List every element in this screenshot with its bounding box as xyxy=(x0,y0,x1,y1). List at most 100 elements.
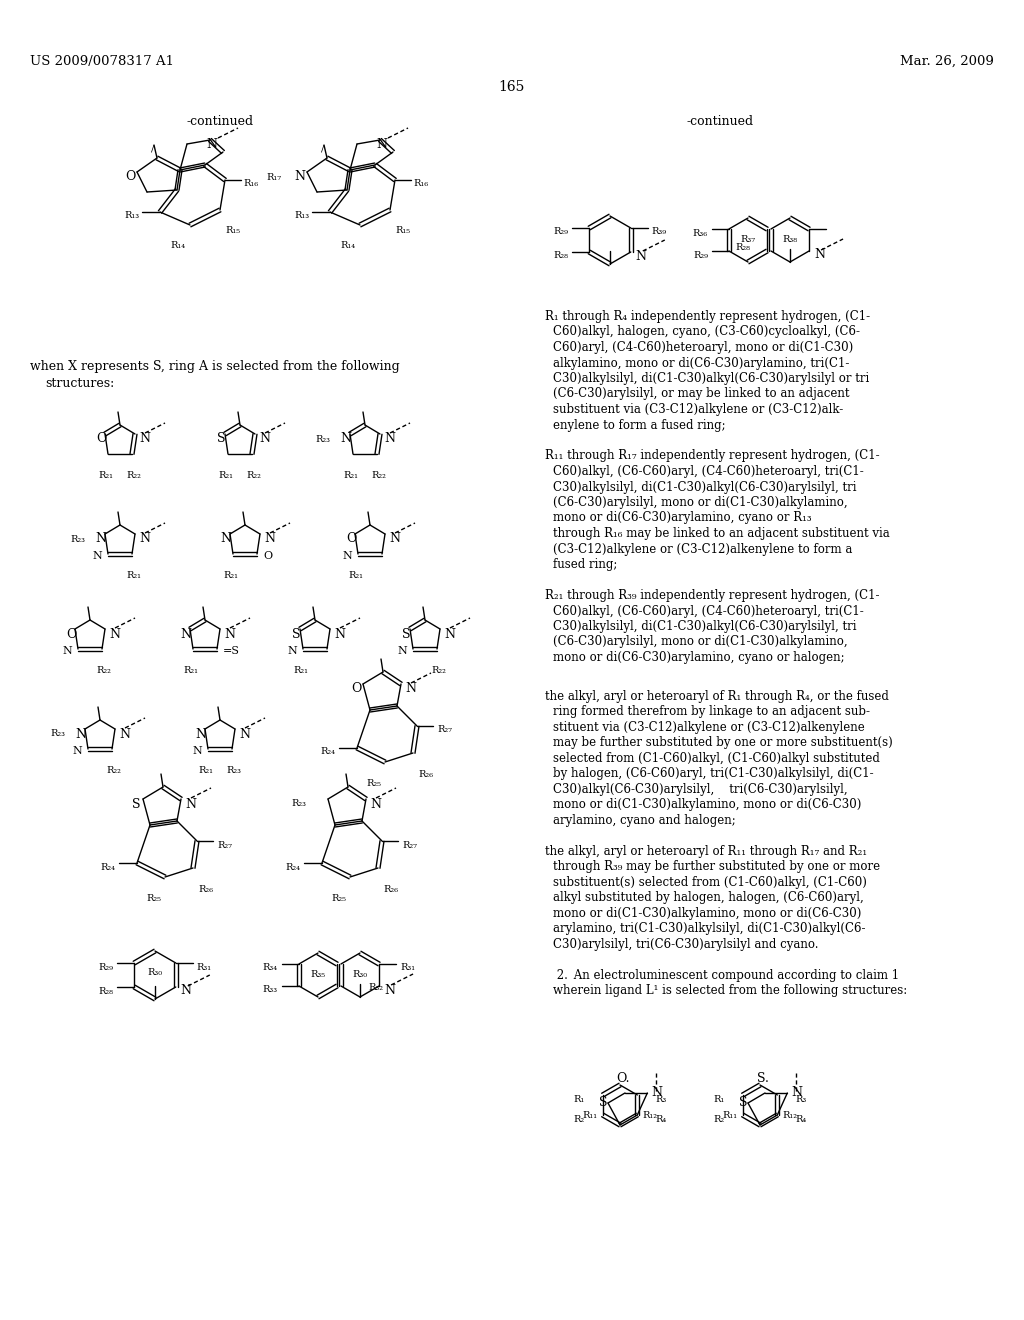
Text: N: N xyxy=(220,532,231,545)
Text: (C6-C30)arylsilyl, mono or di(C1-C30)alkylamino,: (C6-C30)arylsilyl, mono or di(C1-C30)alk… xyxy=(553,496,848,510)
Text: C30)alkylsilyl, di(C1-C30)alkyl(C6-C30)arylsilyl, tri: C30)alkylsilyl, di(C1-C30)alkyl(C6-C30)a… xyxy=(553,620,856,634)
Text: =S: =S xyxy=(223,645,240,656)
Text: R₃₁: R₃₁ xyxy=(197,962,212,972)
Text: C60)alkyl, (C6-C60)aryl, (C4-C60)heteroaryl, tri(C1-: C60)alkyl, (C6-C60)aryl, (C4-C60)heteroa… xyxy=(553,465,864,478)
Text: R₂₂: R₂₂ xyxy=(247,471,261,480)
Text: R₄: R₄ xyxy=(796,1114,807,1123)
Text: N: N xyxy=(259,433,270,446)
Text: by halogen, (C6-C60)aryl, tri(C1-C30)alkylsilyl, di(C1-: by halogen, (C6-C60)aryl, tri(C1-C30)alk… xyxy=(553,767,873,780)
Text: N: N xyxy=(370,797,381,810)
Text: fused ring;: fused ring; xyxy=(553,558,617,572)
Text: R₂₄: R₂₄ xyxy=(100,862,115,871)
Text: R₃₇: R₃₇ xyxy=(740,235,756,244)
Text: selected from (C1-C60)alkyl, (C1-C60)alkyl substituted: selected from (C1-C60)alkyl, (C1-C60)alk… xyxy=(553,752,880,764)
Text: N: N xyxy=(406,682,416,696)
Text: N: N xyxy=(384,983,395,997)
Text: Mar. 26, 2009: Mar. 26, 2009 xyxy=(900,55,994,69)
Text: R₂₂: R₂₂ xyxy=(127,471,141,480)
Text: (C3-C12)alkylene or (C3-C12)alkenylene to form a: (C3-C12)alkylene or (C3-C12)alkenylene t… xyxy=(553,543,852,556)
Text: R₁: R₁ xyxy=(573,1094,585,1104)
Text: arylamino, cyano and halogen;: arylamino, cyano and halogen; xyxy=(553,813,736,826)
Text: N: N xyxy=(109,627,120,640)
Text: R₂₄: R₂₄ xyxy=(319,747,335,756)
Text: when X represents S, ring A is selected from the following: when X represents S, ring A is selected … xyxy=(30,360,399,374)
Text: S: S xyxy=(738,1097,748,1110)
Text: N: N xyxy=(185,797,196,810)
Text: R₂₃: R₂₃ xyxy=(226,766,242,775)
Text: the alkyl, aryl or heteroaryl of R₁₁ through R₁₇ and R₂₁: the alkyl, aryl or heteroaryl of R₁₁ thr… xyxy=(545,845,867,858)
Text: N: N xyxy=(389,532,400,545)
Text: R₂₁: R₂₁ xyxy=(218,471,233,480)
Text: R₁₅: R₁₅ xyxy=(395,226,411,235)
Text: N: N xyxy=(397,645,407,656)
Text: N: N xyxy=(288,645,297,656)
Text: R₂₁: R₂₁ xyxy=(294,667,308,675)
Text: substituent via (C3-C12)alkylene or (C3-C12)alk-: substituent via (C3-C12)alkylene or (C3-… xyxy=(553,403,843,416)
Text: N: N xyxy=(384,433,395,446)
Text: R₃₉: R₃₉ xyxy=(652,227,667,236)
Text: R₂₁: R₂₁ xyxy=(348,572,364,579)
Text: R₂₉: R₂₉ xyxy=(693,251,708,260)
Text: R₃₃: R₃₃ xyxy=(263,986,278,994)
Text: stituent via (C3-C12)alkylene or (C3-C12)alkenylene: stituent via (C3-C12)alkylene or (C3-C12… xyxy=(553,721,864,734)
Text: R₂₁: R₂₁ xyxy=(183,667,199,675)
Text: R₂₁: R₂₁ xyxy=(343,471,358,480)
Text: N: N xyxy=(92,550,102,561)
Text: R₁₁: R₁₁ xyxy=(583,1111,598,1119)
Text: S: S xyxy=(132,797,140,810)
Text: ring formed therefrom by linkage to an adjacent sub-: ring formed therefrom by linkage to an a… xyxy=(553,705,870,718)
Text: N: N xyxy=(181,985,191,998)
Text: R₂₃: R₂₃ xyxy=(50,730,65,738)
Text: N: N xyxy=(814,248,825,261)
Text: R₂₃: R₂₃ xyxy=(70,535,85,544)
Text: S: S xyxy=(599,1097,607,1110)
Text: R₂₁ through R₃₉ independently represent hydrogen, (C1-: R₂₁ through R₃₉ independently represent … xyxy=(545,589,880,602)
Text: C60)alkyl, halogen, cyano, (C3-C60)cycloalkyl, (C6-: C60)alkyl, halogen, cyano, (C3-C60)cyclo… xyxy=(553,326,860,338)
Text: R₃: R₃ xyxy=(655,1094,667,1104)
Text: R₂₇: R₂₇ xyxy=(437,726,452,734)
Text: through R₃₉ may be further substituted by one or more: through R₃₉ may be further substituted b… xyxy=(553,861,880,874)
Text: mono or di(C6-C30)arylamino, cyano or R₁₃: mono or di(C6-C30)arylamino, cyano or R₁… xyxy=(553,511,812,524)
Text: R₂₃: R₂₃ xyxy=(291,800,306,808)
Text: R₁₆: R₁₆ xyxy=(243,180,258,189)
Text: R₂₈: R₂₈ xyxy=(98,986,114,995)
Text: R₁₄: R₁₄ xyxy=(341,242,356,249)
Text: R₃₈: R₃₈ xyxy=(782,235,798,244)
Text: R₂₂: R₂₂ xyxy=(106,766,122,775)
Text: N: N xyxy=(119,727,130,741)
Text: O: O xyxy=(346,532,356,545)
Text: N: N xyxy=(334,627,345,640)
Text: R₂₉: R₂₉ xyxy=(98,962,114,972)
Text: N: N xyxy=(264,532,275,545)
Text: mono or di(C1-C30)alkylamino, mono or di(C6-C30): mono or di(C1-C30)alkylamino, mono or di… xyxy=(553,907,861,920)
Text: R₂₆: R₂₆ xyxy=(418,770,433,779)
Text: through R₁₆ may be linked to an adjacent substituent via: through R₁₆ may be linked to an adjacent… xyxy=(553,527,890,540)
Text: N: N xyxy=(73,746,82,756)
Text: N: N xyxy=(62,645,72,656)
Text: R₂₆: R₂₆ xyxy=(198,884,213,894)
Text: N: N xyxy=(180,627,191,640)
Text: R₁: R₁ xyxy=(714,1094,725,1104)
Text: S.: S. xyxy=(757,1072,769,1085)
Text: structures:: structures: xyxy=(45,378,115,389)
Text: /: / xyxy=(322,145,325,154)
Text: R₁₅: R₁₅ xyxy=(225,226,240,235)
Text: R₂₂: R₂₂ xyxy=(96,667,112,675)
Text: R₁₆: R₁₆ xyxy=(413,180,428,189)
Text: (C6-C30)arylsilyl, mono or di(C1-C30)alkylamino,: (C6-C30)arylsilyl, mono or di(C1-C30)alk… xyxy=(553,635,848,648)
Text: S: S xyxy=(292,627,300,640)
Text: R₂₉: R₂₉ xyxy=(553,227,568,236)
Text: R₂₃: R₂₃ xyxy=(315,434,330,444)
Text: R₁₃: R₁₃ xyxy=(125,211,140,220)
Text: (C6-C30)arylsilyl, or may be linked to an adjacent: (C6-C30)arylsilyl, or may be linked to a… xyxy=(553,388,850,400)
Text: wherein ligand L¹ is selected from the following structures:: wherein ligand L¹ is selected from the f… xyxy=(553,985,907,997)
Text: R₂₈: R₂₈ xyxy=(735,243,751,252)
Text: R₂₂: R₂₂ xyxy=(372,471,386,480)
Text: R₂₅: R₂₅ xyxy=(146,894,161,903)
Text: R₃₀: R₃₀ xyxy=(147,968,163,977)
Text: C30)alkylsilyl, di(C1-C30)alkyl(C6-C30)arylsilyl, tri: C30)alkylsilyl, di(C1-C30)alkyl(C6-C30)a… xyxy=(553,480,856,494)
Text: R₂₆: R₂₆ xyxy=(383,884,398,894)
Text: R₃₂: R₃₂ xyxy=(368,982,383,991)
Text: N: N xyxy=(651,1086,663,1100)
Text: N: N xyxy=(377,139,387,152)
